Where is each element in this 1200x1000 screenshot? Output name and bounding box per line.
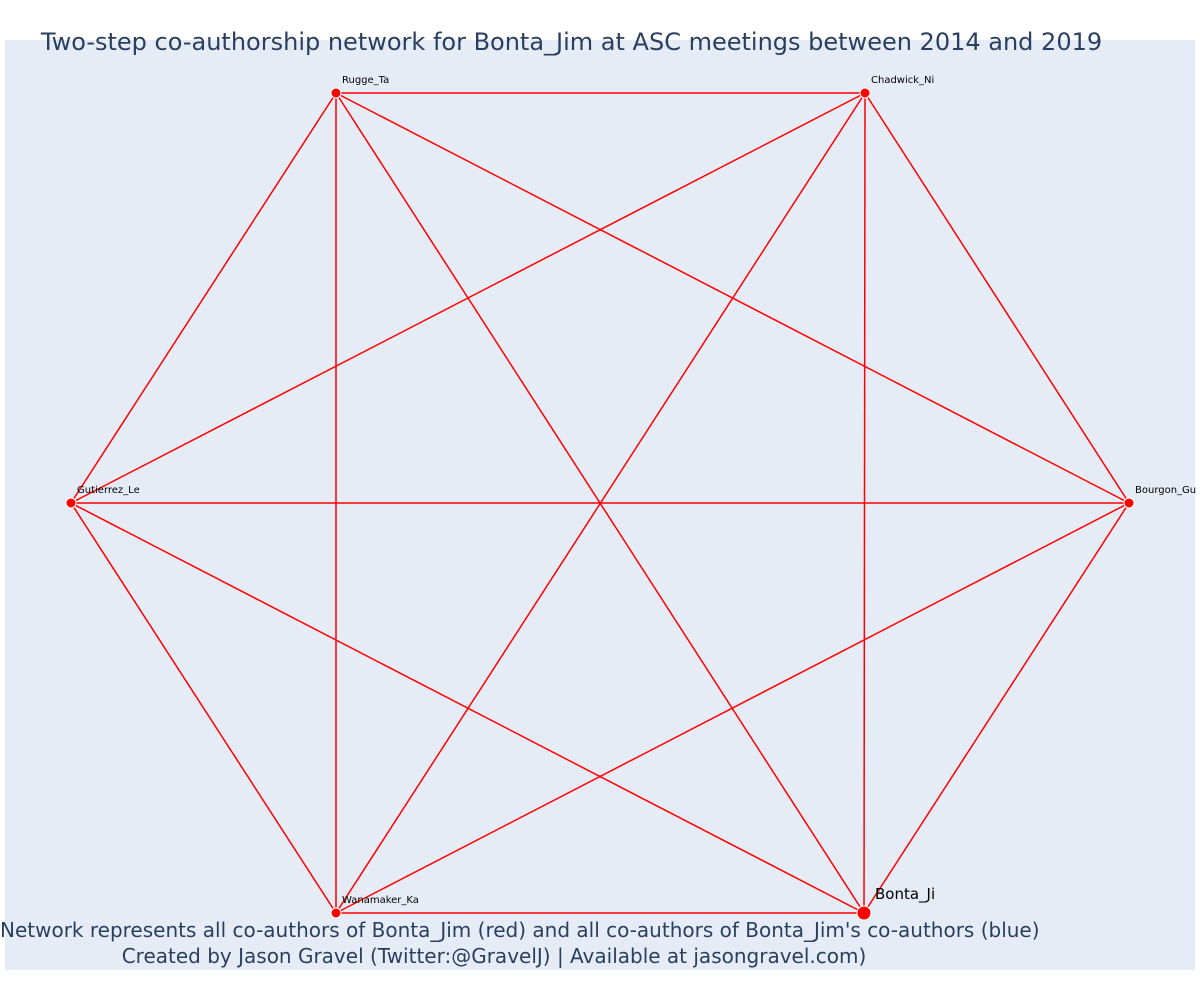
edge-bourgon_gu-wanamaker_ka (335, 502, 1130, 914)
diagram-title: Two-step co-authorship network for Bonta… (40, 28, 1103, 56)
caption-legend: Network represents all co-authors of Bon… (0, 918, 1040, 942)
node-wanamaker_ka[interactable] (330, 907, 342, 919)
node-label-bourgon_gu: Bourgon_Gu (1135, 485, 1196, 496)
edge-chadwick_ni-bourgon_gu (864, 92, 1130, 504)
node-bonta_ji[interactable] (856, 905, 872, 921)
edge-bourgon_gu-bonta_ji (863, 502, 1130, 914)
node-label-gutierrez_le: Gutierrez_Le (77, 485, 140, 496)
edge-gutierrez_le-bonta_ji (70, 502, 865, 914)
node-rugge_ta[interactable] (330, 87, 342, 99)
labels-layer: Rugge_Ta Chadwick_Ni Gutierrez_Le Bourgon_G… (77, 75, 1196, 906)
edge-rugge_ta-gutierrez_le (70, 92, 337, 504)
edge-chadwick_ni-gutierrez_le (70, 92, 866, 504)
edges-layer (70, 92, 1130, 914)
node-gutierrez_le[interactable] (65, 497, 77, 509)
caption-credit: Created by Jason Gravel (Twitter:@Gravel… (121, 944, 867, 968)
node-label-chadwick_ni: Chadwick_Ni (871, 75, 934, 86)
nodes-layer (65, 87, 1135, 921)
node-label-rugge_ta: Rugge_Ta (342, 75, 389, 86)
node-chadwick_ni[interactable] (859, 87, 871, 99)
node-bourgon_gu[interactable] (1123, 497, 1135, 509)
edge-gutierrez_le-wanamaker_ka (70, 502, 337, 914)
node-label-bonta_ji: Bonta_Ji (875, 885, 935, 904)
node-label-wanamaker_ka: Wanamaker_Ka (342, 895, 419, 906)
